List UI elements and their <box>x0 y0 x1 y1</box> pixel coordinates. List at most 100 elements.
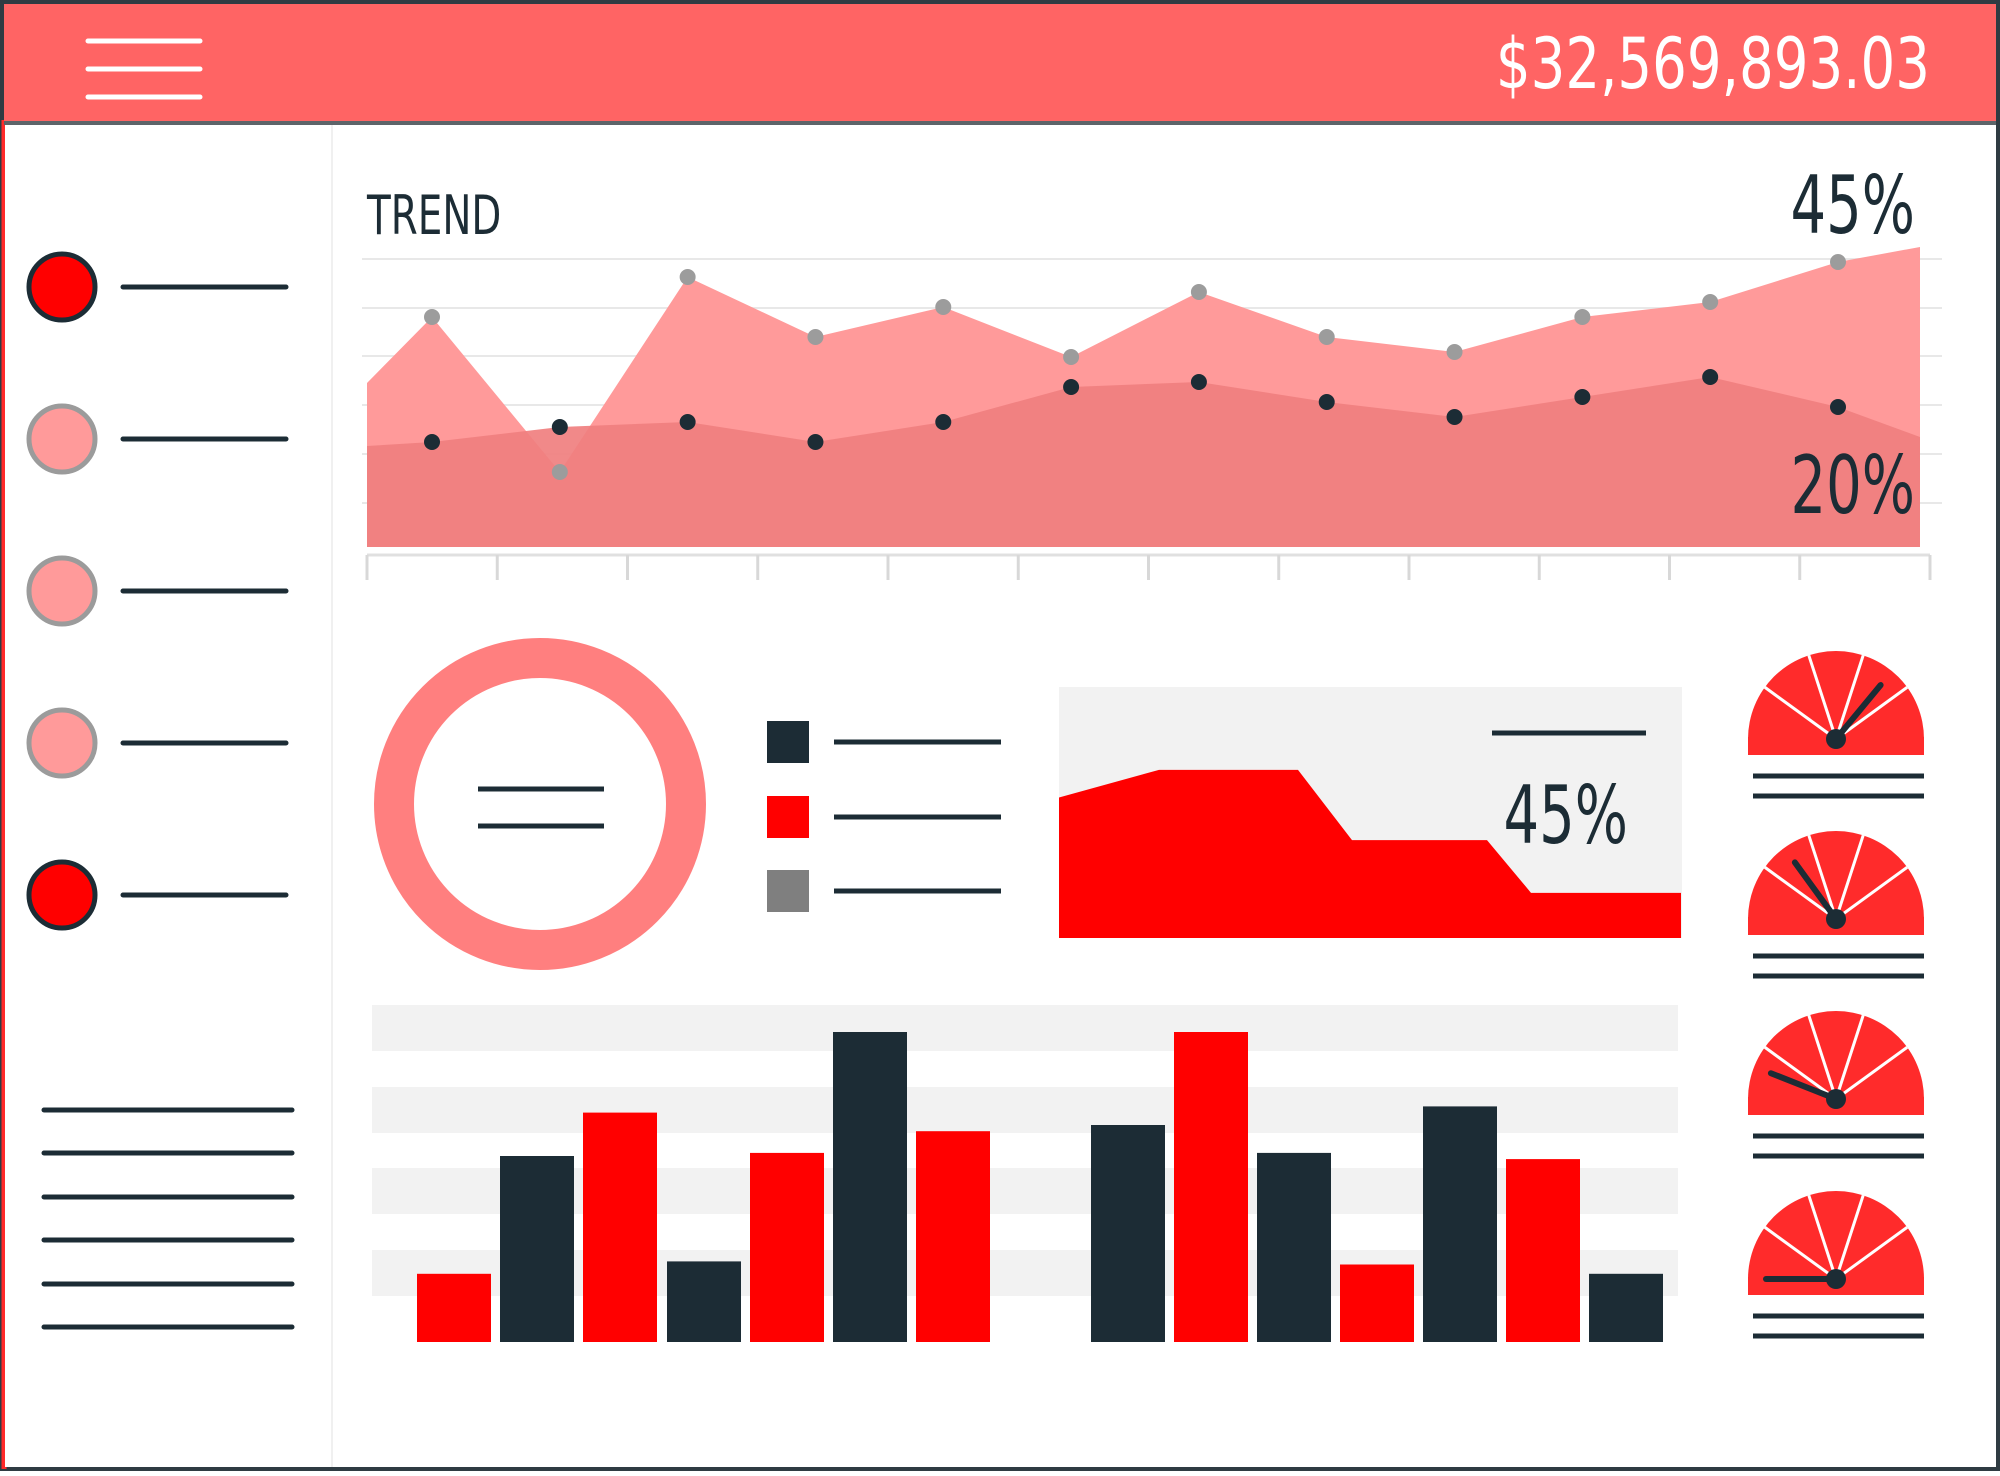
bar-2 <box>500 1156 574 1342</box>
bar-14 <box>1589 1273 1663 1342</box>
sidebar-footer-lines <box>41 1107 295 1330</box>
gauge-1 <box>1748 651 1924 799</box>
trend-point-series-1 <box>424 309 440 325</box>
hamburger-menu-icon[interactable] <box>85 36 203 100</box>
area-panel-value: 45% <box>1504 770 1628 863</box>
trend-point-series-2 <box>1318 394 1335 410</box>
gauge-segment-divider <box>1834 1194 1865 1280</box>
sidebar-item-3[interactable] <box>26 555 289 627</box>
trend-point-series-2 <box>1702 369 1719 385</box>
bar-3 <box>583 1112 657 1342</box>
gauge-needle <box>1767 1070 1839 1102</box>
legend-item-1 <box>767 721 1001 763</box>
sidebar-item-1[interactable] <box>26 251 289 323</box>
bar-8 <box>1091 1125 1165 1342</box>
gauge-dial <box>1748 1191 1924 1279</box>
bar-12 <box>1423 1106 1497 1342</box>
bar-1 <box>417 1273 491 1342</box>
gauge-needle <box>1833 682 1884 742</box>
area-panel: 45% <box>1059 687 1682 938</box>
bar-4 <box>667 1261 741 1342</box>
area-panel-fill <box>1059 769 1681 938</box>
gauge-segment-divider <box>1807 654 1838 740</box>
bar-13 <box>1506 1159 1580 1342</box>
gauge-dial <box>1748 1011 1924 1099</box>
gauge-segment-divider <box>1834 654 1865 740</box>
gauge-hub <box>1826 1089 1846 1109</box>
bar-5 <box>750 1152 824 1342</box>
trend-point-series-1 <box>935 299 952 315</box>
gauge-dial <box>1748 831 1924 919</box>
legend-item-3 <box>767 870 1001 912</box>
sidebar-item-5[interactable] <box>26 859 289 931</box>
gauge-segment-divider <box>1835 1226 1909 1281</box>
gauge-segment-divider <box>1835 866 1909 921</box>
trend-point-series-1 <box>1318 329 1335 345</box>
gauge-segment-divider <box>1763 1046 1837 1101</box>
trend-point-series-1 <box>1446 344 1463 360</box>
legend <box>767 721 1001 912</box>
gauge-segment-divider <box>1763 866 1837 921</box>
header-total-amount: $32,569,893.03 <box>1496 23 1930 104</box>
gauge-hub <box>1826 909 1846 929</box>
bar-9 <box>1174 1032 1248 1342</box>
gauge-segment-divider <box>1834 834 1865 920</box>
gauge-segment-divider <box>1834 1014 1865 1100</box>
gauge-segment-divider <box>1835 1046 1909 1101</box>
gauge-segment-divider <box>1763 686 1837 741</box>
trend-point-series-2 <box>424 434 440 450</box>
status-dot-icon <box>26 707 98 779</box>
legend-item-2 <box>767 796 1001 838</box>
gauge-segment-divider <box>1807 1014 1838 1100</box>
trend-point-series-1 <box>1702 294 1719 310</box>
legend-swatch <box>767 721 809 763</box>
trend-point-series-1 <box>1830 254 1846 270</box>
trend-point-series-1 <box>1574 309 1591 325</box>
status-dot-icon <box>26 859 98 931</box>
trend-point-series-2 <box>1574 389 1591 405</box>
legend-swatch <box>767 870 809 912</box>
trend-point-series-2 <box>807 434 824 450</box>
status-dot-icon <box>26 251 98 323</box>
gauge-column <box>1748 651 1924 1339</box>
gauge-segment-divider <box>1807 834 1838 920</box>
donut-ring-icon <box>374 638 706 970</box>
gauge-4 <box>1748 1191 1924 1339</box>
status-dot-icon <box>26 403 98 475</box>
legend-swatch <box>767 796 809 838</box>
trend-point-series-1 <box>1063 349 1080 365</box>
bar-chart-band <box>372 1005 1678 1051</box>
gauge-dial <box>1748 651 1924 739</box>
trend-point-series-2 <box>935 414 952 430</box>
bar-7 <box>916 1131 990 1342</box>
trend-point-series-2 <box>1446 409 1463 425</box>
status-dot-icon <box>26 555 98 627</box>
trend-point-series-1 <box>1190 284 1207 300</box>
gauge-2 <box>1748 831 1924 979</box>
trend-point-series-1 <box>551 464 568 480</box>
sidebar-item-4[interactable] <box>26 707 289 779</box>
bar-10 <box>1257 1152 1331 1342</box>
trend-lower-value: 20% <box>1791 440 1915 533</box>
trend-point-series-2 <box>1830 399 1846 415</box>
trend-point-series-2 <box>1063 379 1080 395</box>
trend-point-series-1 <box>679 269 696 285</box>
gauge-segment-divider <box>1835 686 1909 741</box>
gauge-3 <box>1748 1011 1924 1159</box>
gauge-hub <box>1826 1269 1846 1289</box>
gauge-hub <box>1826 729 1846 749</box>
sidebar-item-2[interactable] <box>26 403 289 475</box>
trend-chart: TREND 45% 20% <box>362 160 1942 580</box>
bar-6 <box>833 1032 907 1342</box>
trend-point-series-1 <box>807 329 824 345</box>
gauge-segment-divider <box>1763 1226 1837 1281</box>
trend-point-series-2 <box>551 419 568 435</box>
trend-point-series-2 <box>1190 374 1207 390</box>
gauge-needle <box>1791 859 1839 922</box>
header-bar <box>4 4 1996 122</box>
trend-upper-value: 45% <box>1791 160 1915 253</box>
bar-chart <box>372 1005 1678 1342</box>
trend-title: TREND <box>366 185 501 248</box>
bar-11 <box>1340 1264 1414 1342</box>
